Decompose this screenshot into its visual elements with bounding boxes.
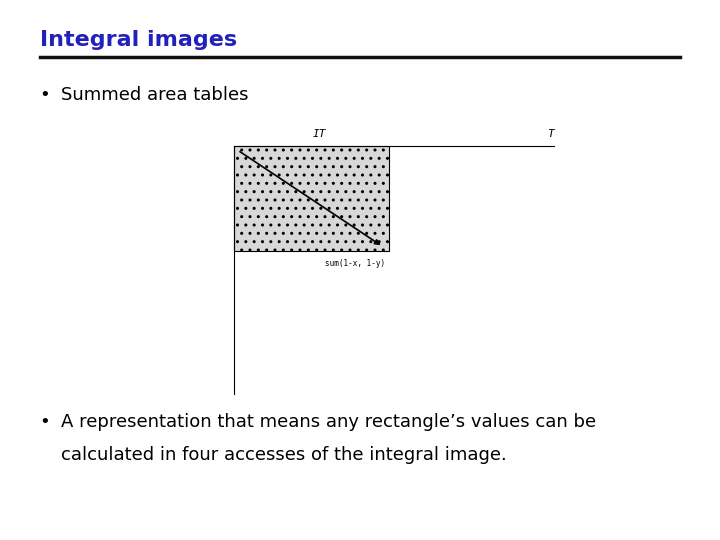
Text: A representation that means any rectangle’s values can be: A representation that means any rectangl… [61,413,596,431]
Text: Integral images: Integral images [40,30,237,50]
Bar [234,146,389,251]
Text: •: • [40,413,50,431]
Text: •: • [40,86,50,104]
Text: T: T [547,129,554,139]
Text: Summed area tables: Summed area tables [61,86,248,104]
Text: calculated in four accesses of the integral image.: calculated in four accesses of the integ… [61,446,507,463]
Text: IT: IT [312,129,326,139]
FancyArrowPatch shape [240,152,379,244]
Text: sum(1-x, 1-y): sum(1-x, 1-y) [325,259,384,268]
